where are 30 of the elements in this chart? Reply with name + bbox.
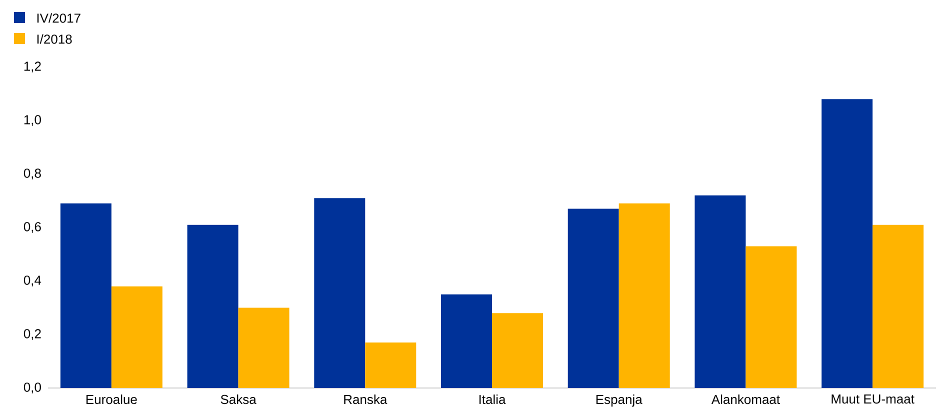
bar: [314, 198, 366, 388]
x-tick-label: Alankomaat: [711, 394, 780, 404]
x-tick-label: Ranska: [344, 394, 388, 404]
bar: [60, 203, 112, 388]
bar: [872, 224, 924, 388]
y-tick-label: 0,2: [24, 329, 41, 340]
bar: [187, 224, 238, 388]
x-tick-label: Espanja: [596, 394, 642, 407]
y-tick-label: 0,4: [24, 276, 42, 286]
bar: [746, 246, 797, 388]
y-tick-label: 0,8: [24, 168, 41, 180]
bar: [492, 313, 544, 388]
bar: [365, 342, 416, 388]
bar: [441, 294, 492, 388]
y-tick-label: 0,0: [24, 382, 41, 394]
legend-label: IV/2017: [37, 13, 80, 23]
x-tick-label: Muut EU-maat: [832, 394, 914, 404]
bar: [568, 208, 619, 388]
bar: [822, 99, 873, 388]
x-tick-label: Italia: [479, 394, 506, 404]
x-tick-label: Euroalue: [86, 394, 137, 404]
y-tick-label: 1,2: [24, 62, 41, 72]
legend-label: I/2018: [37, 34, 72, 44]
bar: [238, 308, 290, 388]
y-tick-label: 1,0: [24, 115, 41, 126]
y-tick-label: 0,6: [24, 222, 41, 233]
bar: [618, 203, 670, 388]
x-tick-label: Saksa: [220, 394, 256, 404]
bar: [111, 286, 162, 388]
bar: [694, 195, 746, 388]
